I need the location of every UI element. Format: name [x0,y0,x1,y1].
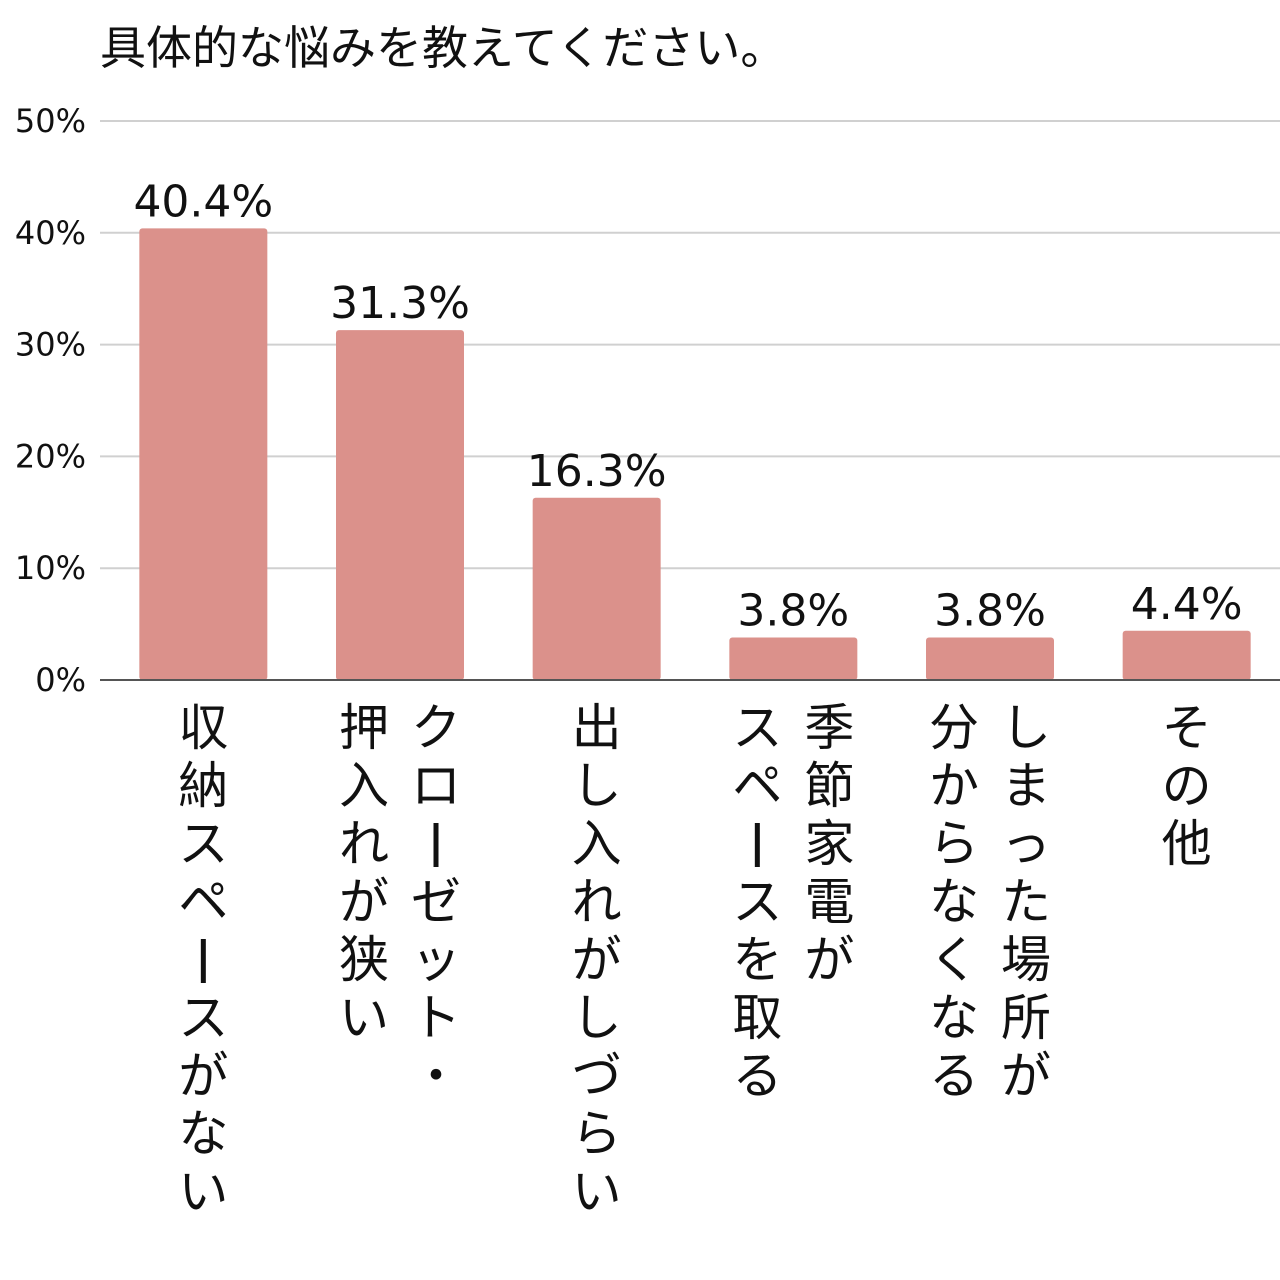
y-tick-label: 0% [35,661,86,699]
value-label: 3.8% [737,586,849,637]
category-label-char: れ [339,815,389,873]
bar [926,637,1054,680]
category-label-char: 他 [1162,815,1212,873]
category-label-char: な [178,1105,228,1163]
bar [336,330,464,680]
category-label-char: が [804,931,854,989]
category-label-char: る [929,1047,979,1105]
category-label-char: し [1001,699,1051,757]
y-tick-label: 20% [15,437,86,475]
y-tick-label: 50% [15,102,86,140]
category-label-char: 納 [178,757,228,815]
category-label-char: 電 [804,873,854,931]
value-label: 4.4% [1131,579,1243,630]
category-label-char: ロ [411,757,461,815]
category-label-char: る [732,1047,782,1105]
category-label-char: が [178,1047,228,1105]
bars [139,228,1251,680]
category-label-char: し [572,989,622,1047]
value-label: 3.8% [934,586,1046,637]
category-label-char: ス [178,989,228,1047]
category-label-char: そ [1162,699,1212,757]
category-label-char: が [572,931,622,989]
category-label-char: ペ [178,873,228,931]
category-label: その他 [1162,699,1212,873]
category-label-char: れ [572,873,622,931]
category-label-char: が [339,873,389,931]
category-label-char: 収 [178,699,228,757]
y-axis-tick-labels: 0% 10% 20% 30% 40% 50% [15,102,86,699]
category-label-char: か [929,757,979,815]
category-label-char: な [929,989,979,1047]
value-label: 16.3% [527,446,667,497]
category-label-char: ら [929,815,979,873]
bar [1122,630,1251,680]
category-label-char: ス [178,815,228,873]
category-label-char: ら [572,1105,622,1163]
category-label-char: 場 [1001,931,1051,989]
bar [729,637,858,680]
category-label-char: た [1001,873,1051,931]
category-label-char: 節 [804,757,854,815]
category-label-char: ペ [732,757,782,815]
gridlines [100,120,1280,570]
category-label-char: 狭 [339,931,389,989]
category-label-char: 入 [572,815,622,873]
y-tick-label: 30% [15,326,86,364]
category-label-char: が [1001,1047,1051,1105]
category-label-char: い [178,1163,228,1221]
category-label-char: ス [732,699,782,757]
category-label-char: ゼ [411,873,461,931]
category-label-char: を [732,931,782,989]
category-label-char: 所 [1001,989,1051,1047]
chart-title: 具体的な悩みを教えてください。 [100,21,787,75]
category-label-char: ッ [411,931,461,989]
category-label-char: の [1162,757,1212,815]
value-label: 31.3% [330,278,470,329]
bar [532,497,661,680]
category-label-char: な [929,873,979,931]
value-labels: 40.4% 31.3% 16.3% 3.8% 3.8% 4.4% [133,176,1242,636]
category-label-char: 取 [732,989,782,1047]
category-label-char: 入 [339,757,389,815]
category-label-char: 分 [929,699,979,757]
category-label-char: い [572,1163,622,1221]
category-label-char: い [339,989,389,1047]
category-label-char: っ [1001,815,1051,873]
category-label-char: 押 [339,699,389,757]
category-label-char: づ [572,1047,622,1105]
y-tick-label: 10% [15,549,86,587]
category-label-char: ス [732,873,782,931]
category-label-char: ト [411,989,461,1047]
y-tick-label: 40% [15,214,86,252]
category-label-char: し [572,757,622,815]
category-label-char: 家 [804,815,854,873]
category-label-char: く [929,931,979,989]
category-label-char: ・ [411,1047,461,1105]
category-label-char: ま [1001,757,1051,815]
category-label-char: 出 [572,699,622,757]
category-label-char: ク [411,699,461,757]
bar [139,228,268,680]
value-label: 40.4% [133,176,273,227]
category-labels: 収納スペスがないクロゼット・押入れが狭い出し入れがしづらい季節家電がスペスを取る… [178,699,1211,1221]
category-label-char: 季 [804,699,854,757]
